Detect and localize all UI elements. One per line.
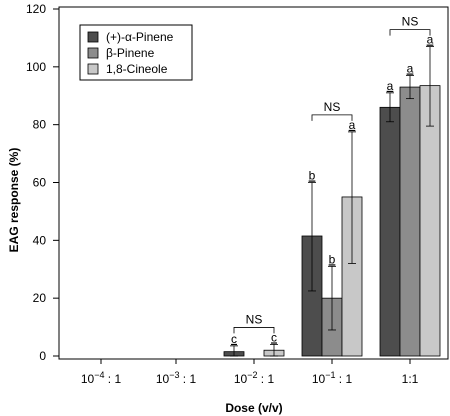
ns-label: NS [402,15,419,29]
y-tick-label: 60 [33,176,47,190]
legend: (+)-α-Pinene β-Pinene 1,8-Cineole [79,24,193,81]
x-tick-label: 10−1 : 1 [312,370,353,386]
bar [379,106,401,357]
y-axis-title: EAG response (%) [7,148,21,253]
y-axis: 0 20 40 60 80 100 120 [26,2,59,363]
ns-label: NS [324,100,341,114]
legend-box [79,24,193,81]
legend-label: β-Pinene [106,46,155,60]
y-tick-label: 100 [26,60,46,74]
y-tick-label: 80 [33,118,47,132]
significance-letter: a [387,79,394,93]
y-tick-label: 0 [39,349,46,363]
legend-swatch [87,47,99,59]
ns-bracket [311,114,353,121]
significance-letter: a [349,118,356,132]
ns-bracket [233,327,275,334]
x-tick-label: 10−2 : 1 [234,370,275,386]
y-tick-label: 40 [33,233,47,247]
significance-letter: c [231,332,237,346]
x-axis: 10−4 : 1 10−3 : 1 10−2 : 1 10−1 : 1 1:1 [81,359,419,386]
y-tick-label: 120 [26,2,46,16]
significance-letter: a [427,33,434,47]
legend-swatch [87,63,99,75]
x-tick-label: 10−3 : 1 [156,370,197,386]
ns-bracket [389,29,431,36]
bars [223,46,441,357]
significance-letter: b [329,252,336,266]
legend-swatch [87,31,99,43]
x-tick-label: 1:1 [402,372,419,386]
ns-label: NS [246,312,263,326]
legend-label: 1,8-Cineole [106,62,168,76]
significance-letter: c [271,330,277,344]
significance-letter: b [309,169,316,183]
bar [399,86,421,357]
legend-label: (+)-α-Pinene [106,30,174,44]
significance-letter: a [407,62,414,76]
x-axis-title: Dose (v/v) [225,401,282,415]
y-tick-label: 20 [33,291,47,305]
x-tick-label: 10−4 : 1 [81,370,122,386]
